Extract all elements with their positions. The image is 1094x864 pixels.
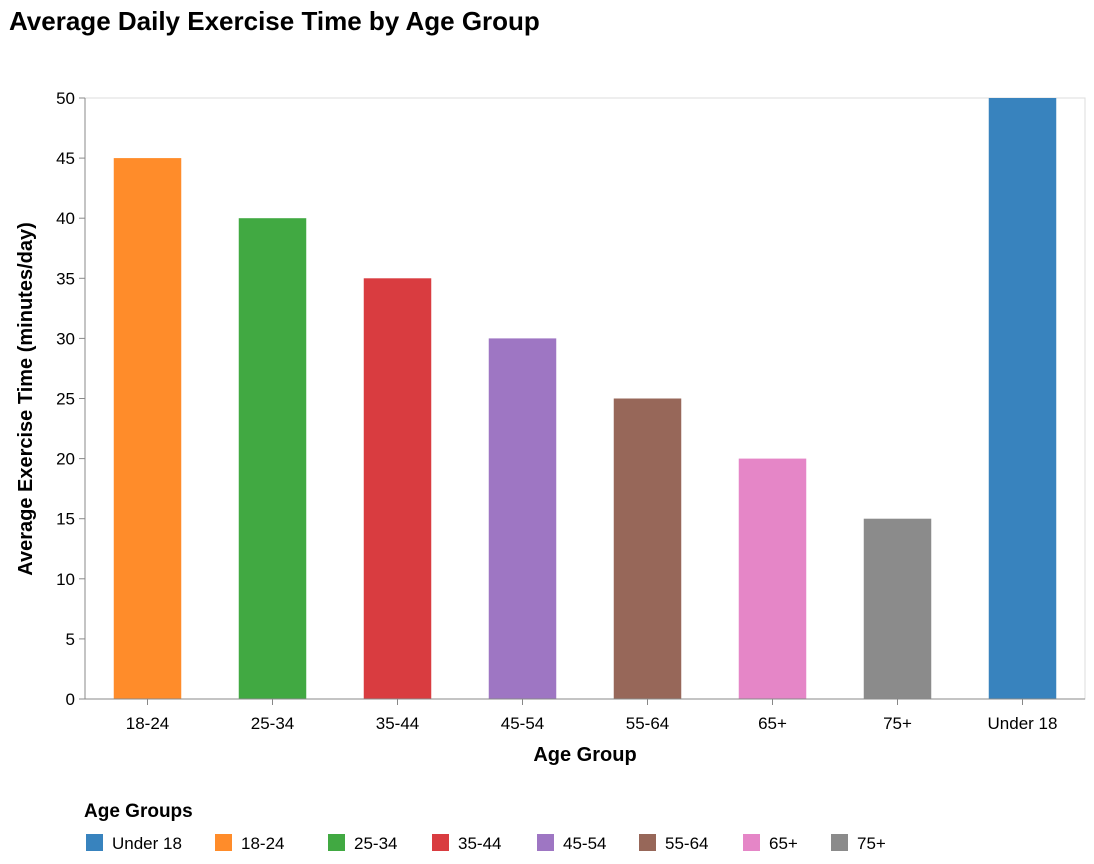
legend-swatch bbox=[831, 834, 848, 851]
x-axis: 18-24 25-34 35-44 45-54 55-64 65+ 75+ Under 18 bbox=[85, 698, 1085, 733]
legend-items: Under 18 18-24 25-34 35-44 45-54 55-64 65+ 75+ bbox=[86, 834, 886, 853]
legend-title: Age Groups bbox=[84, 801, 193, 822]
legend-swatch bbox=[215, 834, 232, 851]
legend-label: 18-24 bbox=[241, 834, 284, 853]
legend-swatch bbox=[639, 834, 656, 851]
y-tick-label: 15 bbox=[56, 510, 75, 529]
x-tick-label: 55-64 bbox=[626, 714, 669, 733]
bar-55-64 bbox=[613, 398, 682, 699]
y-tick-label: 40 bbox=[56, 209, 75, 228]
chart-title: Average Daily Exercise Time by Age Group bbox=[9, 6, 540, 36]
y-tick-label: 0 bbox=[66, 690, 75, 709]
legend-item: 65+ bbox=[743, 834, 798, 853]
bar-18-24 bbox=[113, 158, 182, 700]
bar-under-18 bbox=[988, 98, 1057, 699]
bar-35-44 bbox=[363, 278, 432, 699]
y-tick-label: 50 bbox=[56, 89, 75, 108]
y-tick-label: 10 bbox=[56, 570, 75, 589]
x-tick-label: 18-24 bbox=[126, 714, 169, 733]
plot-frame bbox=[84, 97, 1086, 700]
legend-item: 45-54 bbox=[537, 834, 606, 853]
legend-item: 75+ bbox=[831, 834, 886, 853]
bar-75- bbox=[863, 518, 932, 699]
legend-label: 65+ bbox=[769, 834, 798, 853]
legend-item: Under 18 bbox=[86, 834, 182, 853]
x-tick-label: 65+ bbox=[758, 714, 787, 733]
legend-item: 35-44 bbox=[432, 834, 501, 853]
x-tick-label: 35-44 bbox=[376, 714, 419, 733]
legend-swatch bbox=[537, 834, 554, 851]
bar-25-34 bbox=[238, 218, 307, 699]
legend-item: 18-24 bbox=[215, 834, 284, 853]
bar-45-54 bbox=[488, 338, 557, 699]
y-tick-label: 25 bbox=[56, 390, 75, 409]
y-tick-label: 20 bbox=[56, 450, 75, 469]
x-axis-title: Age Group bbox=[533, 744, 636, 766]
legend-label: Under 18 bbox=[112, 834, 182, 853]
y-axis-title: Average Exercise Time (minutes/day) bbox=[15, 222, 37, 576]
legend-label: 45-54 bbox=[563, 834, 606, 853]
legend-label: 35-44 bbox=[458, 834, 501, 853]
x-tick-label: Under 18 bbox=[988, 714, 1058, 733]
y-tick-label: 5 bbox=[66, 630, 75, 649]
legend-swatch bbox=[86, 834, 103, 851]
legend-item: 55-64 bbox=[639, 834, 708, 853]
legend-label: 55-64 bbox=[665, 834, 708, 853]
legend-item: 25-34 bbox=[328, 834, 397, 853]
legend-swatch bbox=[743, 834, 760, 851]
x-tick-label: 75+ bbox=[883, 714, 912, 733]
legend: Age Groups Under 18 18-24 25-34 35-44 45-54 5… bbox=[84, 801, 886, 853]
legend-label: 75+ bbox=[857, 834, 886, 853]
x-tick-label: 45-54 bbox=[501, 714, 544, 733]
legend-swatch bbox=[328, 834, 345, 851]
legend-label: 25-34 bbox=[354, 834, 397, 853]
legend-swatch bbox=[432, 834, 449, 851]
y-tick-label: 35 bbox=[56, 269, 75, 288]
x-tick-label: 25-34 bbox=[251, 714, 294, 733]
bars bbox=[113, 98, 1057, 700]
y-tick-label: 45 bbox=[56, 149, 75, 168]
y-tick-label: 30 bbox=[56, 329, 75, 348]
bar-65- bbox=[738, 458, 807, 699]
y-axis: 0 5 10 15 20 25 30 35 40 45 50 bbox=[56, 89, 86, 709]
